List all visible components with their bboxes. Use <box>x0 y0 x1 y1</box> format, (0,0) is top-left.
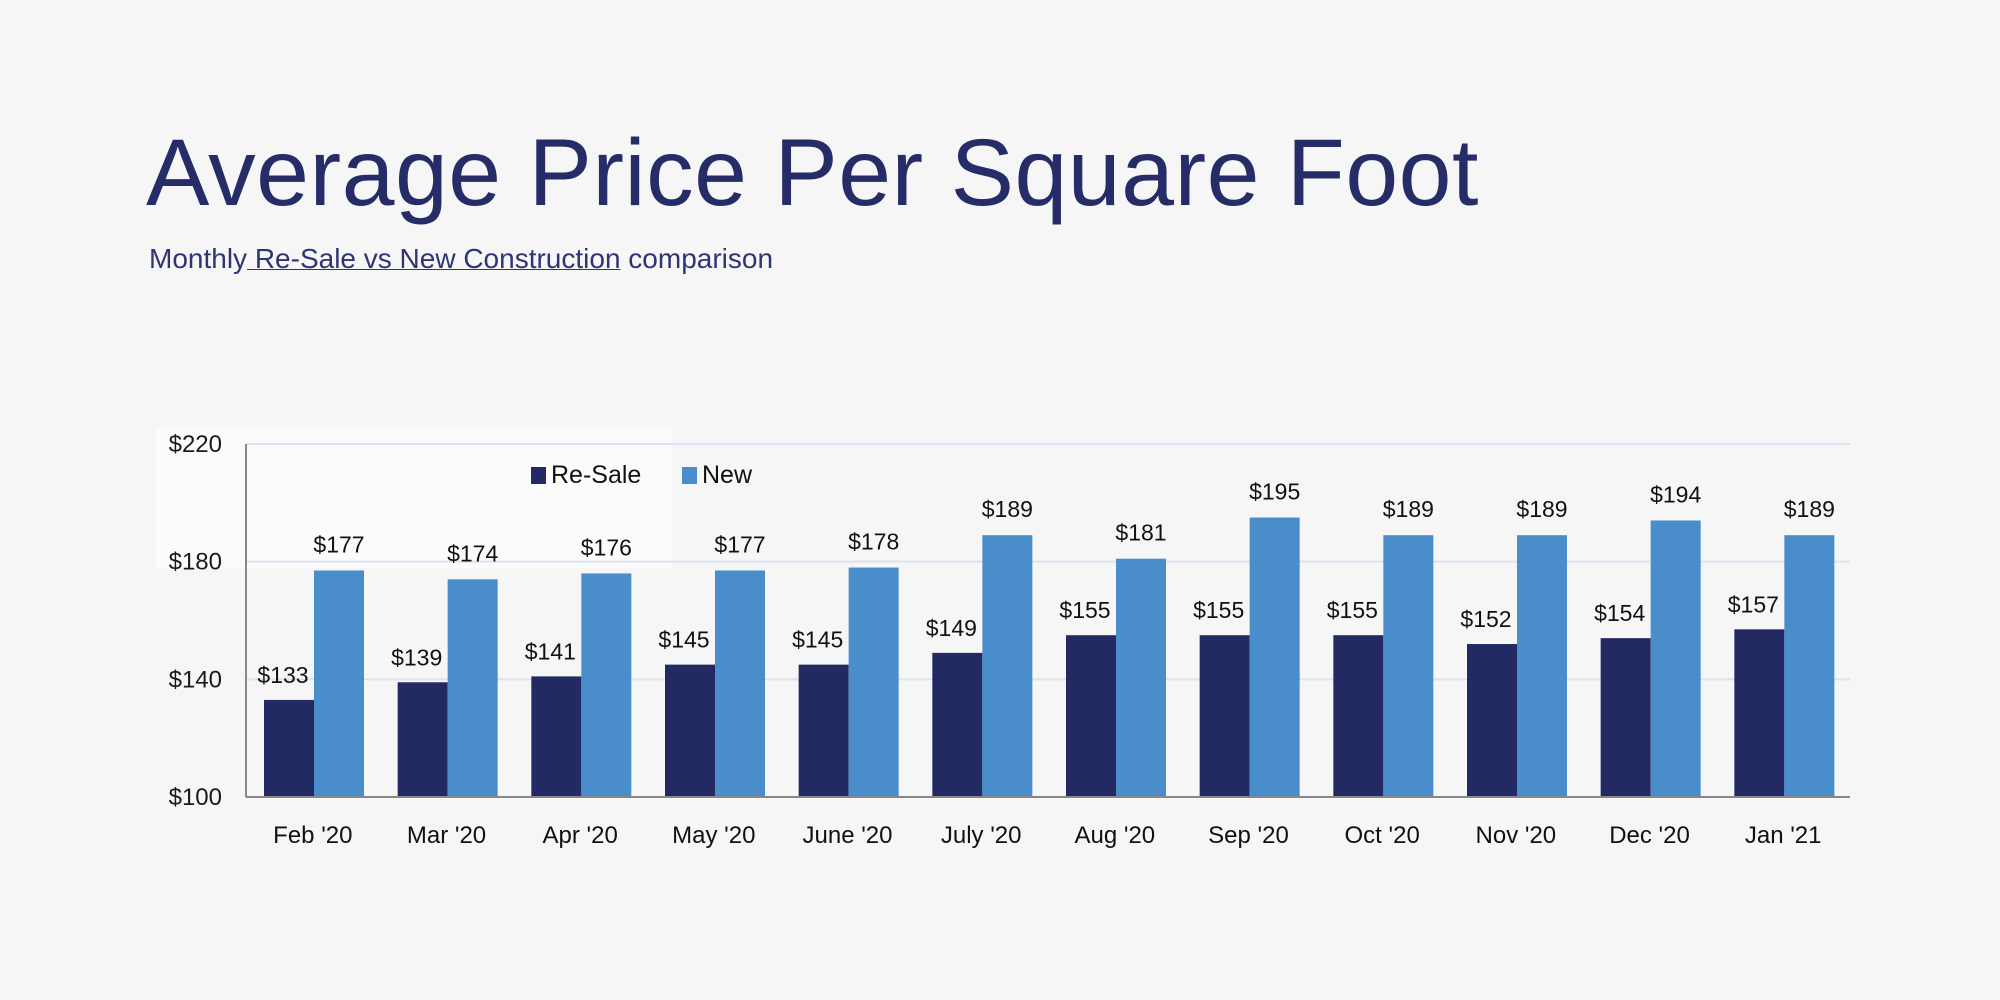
x-tick-label: Nov '20 <box>1476 822 1557 849</box>
new-data-label: $177 <box>313 531 364 557</box>
resale-data-label: $155 <box>1059 597 1110 623</box>
new-data-label: $195 <box>1249 479 1300 505</box>
new-bar <box>848 567 899 797</box>
new-bar <box>1784 535 1835 797</box>
subtitle: Monthly Re-Sale vs New Construction comp… <box>149 243 773 275</box>
resale-bar <box>1199 635 1250 797</box>
new-bar <box>314 570 364 797</box>
new-data-label: $194 <box>1650 481 1701 507</box>
resale-data-label: $154 <box>1594 600 1645 626</box>
new-bar <box>447 579 498 797</box>
x-tick-label: Aug '20 <box>1075 822 1156 849</box>
resale-data-label: $152 <box>1460 606 1511 632</box>
subtitle-link: Re-Sale vs New Construction <box>247 243 621 274</box>
x-tick-label: Jan '21 <box>1745 822 1822 849</box>
x-tick-label: Apr '20 <box>543 822 618 849</box>
new-data-label: $189 <box>1516 496 1567 522</box>
resale-data-label: $149 <box>926 615 977 641</box>
resale-bar <box>665 664 715 797</box>
resale-data-label: $155 <box>1327 597 1378 623</box>
new-bar <box>982 535 1033 797</box>
resale-data-label: $139 <box>391 644 442 670</box>
resale-bar <box>264 699 314 797</box>
subtitle-prefix: Monthly <box>149 243 248 274</box>
x-tick-label: Oct '20 <box>1345 822 1420 849</box>
new-bar <box>581 573 632 797</box>
resale-bar <box>1734 629 1785 797</box>
resale-bar <box>531 676 582 797</box>
resale-data-label: $145 <box>658 627 709 653</box>
x-tick-label: Feb '20 <box>273 822 352 849</box>
new-bar <box>1383 535 1434 797</box>
y-tick-label: $220 <box>169 431 222 458</box>
new-data-label: $178 <box>848 529 899 555</box>
new-bar <box>1650 520 1701 797</box>
subtitle-suffix: comparison <box>620 243 774 274</box>
legend-swatch-resale <box>531 467 546 484</box>
resale-bar <box>932 652 983 797</box>
new-data-label: $189 <box>982 496 1033 522</box>
x-tick-label: May '20 <box>672 822 755 849</box>
x-tick-label: Sep '20 <box>1208 822 1289 849</box>
new-data-label: $181 <box>1115 520 1166 546</box>
resale-bar <box>1333 635 1384 797</box>
y-tick-label: $180 <box>169 549 222 576</box>
resale-bar <box>1467 644 1517 797</box>
resale-bar <box>1066 635 1116 797</box>
x-tick-label: Dec '20 <box>1609 822 1690 849</box>
x-tick-label: June '20 <box>803 822 893 849</box>
x-tick-label: July '20 <box>941 822 1022 849</box>
resale-data-label: $133 <box>257 662 308 688</box>
x-tick-label: Mar '20 <box>407 822 486 849</box>
legend-label-new: New <box>702 461 753 489</box>
resale-data-label: $157 <box>1728 591 1779 617</box>
new-bar <box>1249 517 1300 797</box>
resale-bar <box>1600 638 1651 797</box>
new-data-label: $174 <box>447 540 498 566</box>
y-tick-label: $140 <box>169 666 222 693</box>
page-title: Average Price Per Square Foot <box>146 120 1479 226</box>
resale-bar <box>798 664 849 797</box>
legend-label-resale: Re-Sale <box>551 461 641 489</box>
legend-panel-background <box>156 428 672 568</box>
new-data-label: $189 <box>1784 496 1835 522</box>
legend-swatch-new <box>682 467 697 484</box>
new-data-label: $177 <box>714 531 765 557</box>
resale-data-label: $141 <box>525 638 576 664</box>
new-data-label: $189 <box>1383 496 1434 522</box>
new-bar <box>715 570 765 797</box>
resale-data-label: $155 <box>1193 597 1244 623</box>
new-data-label: $176 <box>581 534 632 560</box>
y-tick-label: $100 <box>169 784 222 811</box>
resale-bar <box>397 682 448 797</box>
resale-data-label: $145 <box>792 627 843 653</box>
new-bar <box>1517 535 1567 797</box>
new-bar <box>1116 558 1166 797</box>
